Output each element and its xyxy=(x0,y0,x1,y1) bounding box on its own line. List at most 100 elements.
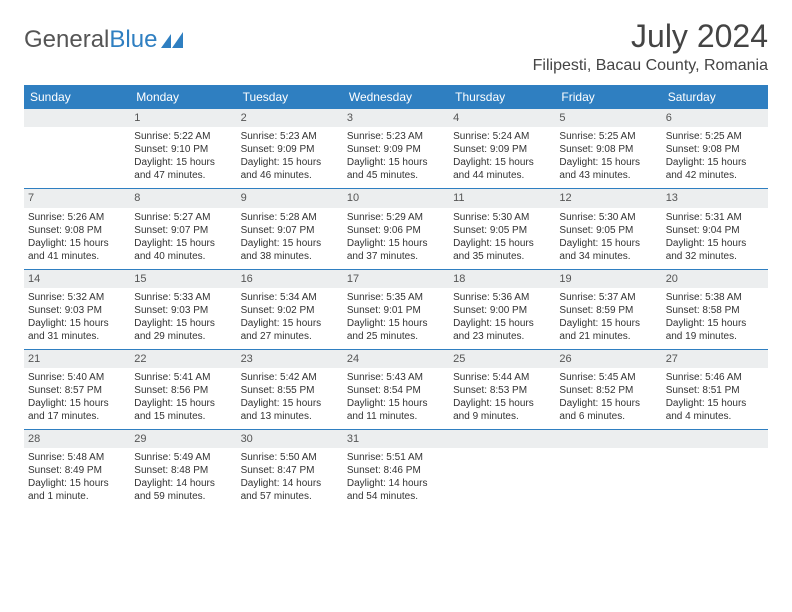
daylight-line: Daylight: 15 hours and 32 minutes. xyxy=(666,237,764,263)
week-row: 7Sunrise: 5:26 AMSunset: 9:08 PMDaylight… xyxy=(24,189,768,269)
sunset-line: Sunset: 9:03 PM xyxy=(28,304,126,317)
daylight-line: Daylight: 15 hours and 17 minutes. xyxy=(28,397,126,423)
day-cell: 20Sunrise: 5:38 AMSunset: 8:58 PMDayligh… xyxy=(662,270,768,349)
day-number: 20 xyxy=(662,270,768,288)
daylight-line: Daylight: 15 hours and 43 minutes. xyxy=(559,156,657,182)
sunset-line: Sunset: 8:48 PM xyxy=(134,464,232,477)
day-number: 26 xyxy=(555,350,661,368)
sunrise-line: Sunrise: 5:40 AM xyxy=(28,371,126,384)
day-header: Saturday xyxy=(662,85,768,109)
day-number: 6 xyxy=(662,109,768,127)
day-number: 24 xyxy=(343,350,449,368)
sunrise-line: Sunrise: 5:44 AM xyxy=(453,371,551,384)
day-number: 17 xyxy=(343,270,449,288)
sunset-line: Sunset: 8:47 PM xyxy=(241,464,339,477)
daylight-line: Daylight: 15 hours and 25 minutes. xyxy=(347,317,445,343)
daylight-line: Daylight: 15 hours and 38 minutes. xyxy=(241,237,339,263)
day-number: 4 xyxy=(449,109,555,127)
day-cell: 29Sunrise: 5:49 AMSunset: 8:48 PMDayligh… xyxy=(130,430,236,509)
day-number: 16 xyxy=(237,270,343,288)
day-cell: 18Sunrise: 5:36 AMSunset: 9:00 PMDayligh… xyxy=(449,270,555,349)
sunrise-line: Sunrise: 5:43 AM xyxy=(347,371,445,384)
daylight-line: Daylight: 15 hours and 23 minutes. xyxy=(453,317,551,343)
logo: GeneralBlue xyxy=(24,18,187,54)
day-number xyxy=(449,430,555,448)
day-cell: 3Sunrise: 5:23 AMSunset: 9:09 PMDaylight… xyxy=(343,109,449,188)
sunrise-line: Sunrise: 5:49 AM xyxy=(134,451,232,464)
sunrise-line: Sunrise: 5:35 AM xyxy=(347,291,445,304)
sunrise-line: Sunrise: 5:50 AM xyxy=(241,451,339,464)
day-header: Thursday xyxy=(449,85,555,109)
daylight-line: Daylight: 15 hours and 37 minutes. xyxy=(347,237,445,263)
sunset-line: Sunset: 8:53 PM xyxy=(453,384,551,397)
day-cell: 31Sunrise: 5:51 AMSunset: 8:46 PMDayligh… xyxy=(343,430,449,509)
daylight-line: Daylight: 15 hours and 34 minutes. xyxy=(559,237,657,263)
day-header: Tuesday xyxy=(237,85,343,109)
sunset-line: Sunset: 9:08 PM xyxy=(559,143,657,156)
daylight-line: Daylight: 15 hours and 11 minutes. xyxy=(347,397,445,423)
day-cell: 9Sunrise: 5:28 AMSunset: 9:07 PMDaylight… xyxy=(237,189,343,268)
day-number: 23 xyxy=(237,350,343,368)
daylight-line: Daylight: 15 hours and 19 minutes. xyxy=(666,317,764,343)
daylight-line: Daylight: 15 hours and 46 minutes. xyxy=(241,156,339,182)
sunrise-line: Sunrise: 5:29 AM xyxy=(347,211,445,224)
header: GeneralBlue July 2024 Filipesti, Bacau C… xyxy=(24,18,768,75)
sunset-line: Sunset: 8:56 PM xyxy=(134,384,232,397)
day-number: 25 xyxy=(449,350,555,368)
sunrise-line: Sunrise: 5:48 AM xyxy=(28,451,126,464)
sunset-line: Sunset: 9:08 PM xyxy=(666,143,764,156)
day-number: 1 xyxy=(130,109,236,127)
day-cell: 7Sunrise: 5:26 AMSunset: 9:08 PMDaylight… xyxy=(24,189,130,268)
day-number: 22 xyxy=(130,350,236,368)
day-cell xyxy=(449,430,555,509)
sunrise-line: Sunrise: 5:42 AM xyxy=(241,371,339,384)
location: Filipesti, Bacau County, Romania xyxy=(533,57,768,75)
day-number: 12 xyxy=(555,189,661,207)
day-cell: 10Sunrise: 5:29 AMSunset: 9:06 PMDayligh… xyxy=(343,189,449,268)
month-title: July 2024 xyxy=(533,18,768,55)
daylight-line: Daylight: 14 hours and 59 minutes. xyxy=(134,477,232,503)
day-cell: 28Sunrise: 5:48 AMSunset: 8:49 PMDayligh… xyxy=(24,430,130,509)
day-cell: 8Sunrise: 5:27 AMSunset: 9:07 PMDaylight… xyxy=(130,189,236,268)
daylight-line: Daylight: 15 hours and 9 minutes. xyxy=(453,397,551,423)
sunrise-line: Sunrise: 5:45 AM xyxy=(559,371,657,384)
sunset-line: Sunset: 9:05 PM xyxy=(453,224,551,237)
sunset-line: Sunset: 9:09 PM xyxy=(347,143,445,156)
sunrise-line: Sunrise: 5:46 AM xyxy=(666,371,764,384)
day-cell: 26Sunrise: 5:45 AMSunset: 8:52 PMDayligh… xyxy=(555,350,661,429)
daylight-line: Daylight: 15 hours and 31 minutes. xyxy=(28,317,126,343)
sunrise-line: Sunrise: 5:22 AM xyxy=(134,130,232,143)
day-number: 10 xyxy=(343,189,449,207)
sunset-line: Sunset: 8:57 PM xyxy=(28,384,126,397)
sunset-line: Sunset: 9:09 PM xyxy=(241,143,339,156)
sunset-line: Sunset: 8:52 PM xyxy=(559,384,657,397)
sunset-line: Sunset: 8:49 PM xyxy=(28,464,126,477)
sunrise-line: Sunrise: 5:26 AM xyxy=(28,211,126,224)
sunset-line: Sunset: 9:01 PM xyxy=(347,304,445,317)
daylight-line: Daylight: 15 hours and 27 minutes. xyxy=(241,317,339,343)
sunset-line: Sunset: 9:02 PM xyxy=(241,304,339,317)
day-number: 5 xyxy=(555,109,661,127)
sunrise-line: Sunrise: 5:41 AM xyxy=(134,371,232,384)
day-cell: 24Sunrise: 5:43 AMSunset: 8:54 PMDayligh… xyxy=(343,350,449,429)
sunset-line: Sunset: 8:46 PM xyxy=(347,464,445,477)
day-number: 28 xyxy=(24,430,130,448)
daylight-line: Daylight: 15 hours and 44 minutes. xyxy=(453,156,551,182)
day-number: 11 xyxy=(449,189,555,207)
day-number: 3 xyxy=(343,109,449,127)
day-header: Wednesday xyxy=(343,85,449,109)
sunrise-line: Sunrise: 5:25 AM xyxy=(559,130,657,143)
sunset-line: Sunset: 8:58 PM xyxy=(666,304,764,317)
day-cell: 2Sunrise: 5:23 AMSunset: 9:09 PMDaylight… xyxy=(237,109,343,188)
sunset-line: Sunset: 8:55 PM xyxy=(241,384,339,397)
day-cell: 1Sunrise: 5:22 AMSunset: 9:10 PMDaylight… xyxy=(130,109,236,188)
day-number: 19 xyxy=(555,270,661,288)
sunset-line: Sunset: 9:08 PM xyxy=(28,224,126,237)
logo-text-blue: Blue xyxy=(109,26,157,54)
title-block: July 2024 Filipesti, Bacau County, Roman… xyxy=(533,18,768,75)
sunset-line: Sunset: 9:09 PM xyxy=(453,143,551,156)
daylight-line: Daylight: 15 hours and 35 minutes. xyxy=(453,237,551,263)
day-cell: 22Sunrise: 5:41 AMSunset: 8:56 PMDayligh… xyxy=(130,350,236,429)
day-cell: 23Sunrise: 5:42 AMSunset: 8:55 PMDayligh… xyxy=(237,350,343,429)
day-header-row: Sunday Monday Tuesday Wednesday Thursday… xyxy=(24,85,768,109)
